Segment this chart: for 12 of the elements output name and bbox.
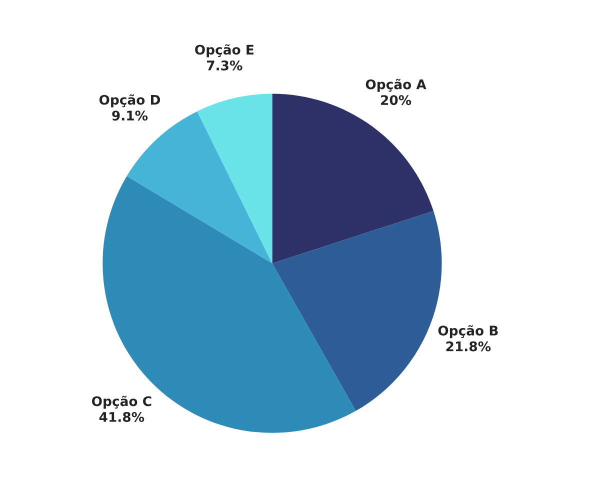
data-label: 41.8% xyxy=(99,412,144,422)
slice-label: Opção C xyxy=(92,396,152,409)
slice-label: Opção E xyxy=(195,44,254,58)
data-label: 21.8% xyxy=(446,341,491,352)
pie-slice xyxy=(272,94,434,264)
slice-label: Opção D xyxy=(99,94,160,108)
slice-label: Opção A xyxy=(366,78,426,92)
data-label: 9.1% xyxy=(112,110,148,121)
data-label: 20% xyxy=(381,95,412,106)
slice-label: Opção B xyxy=(438,325,498,338)
pie-slice xyxy=(197,94,272,264)
data-label: 7.3% xyxy=(207,60,242,70)
